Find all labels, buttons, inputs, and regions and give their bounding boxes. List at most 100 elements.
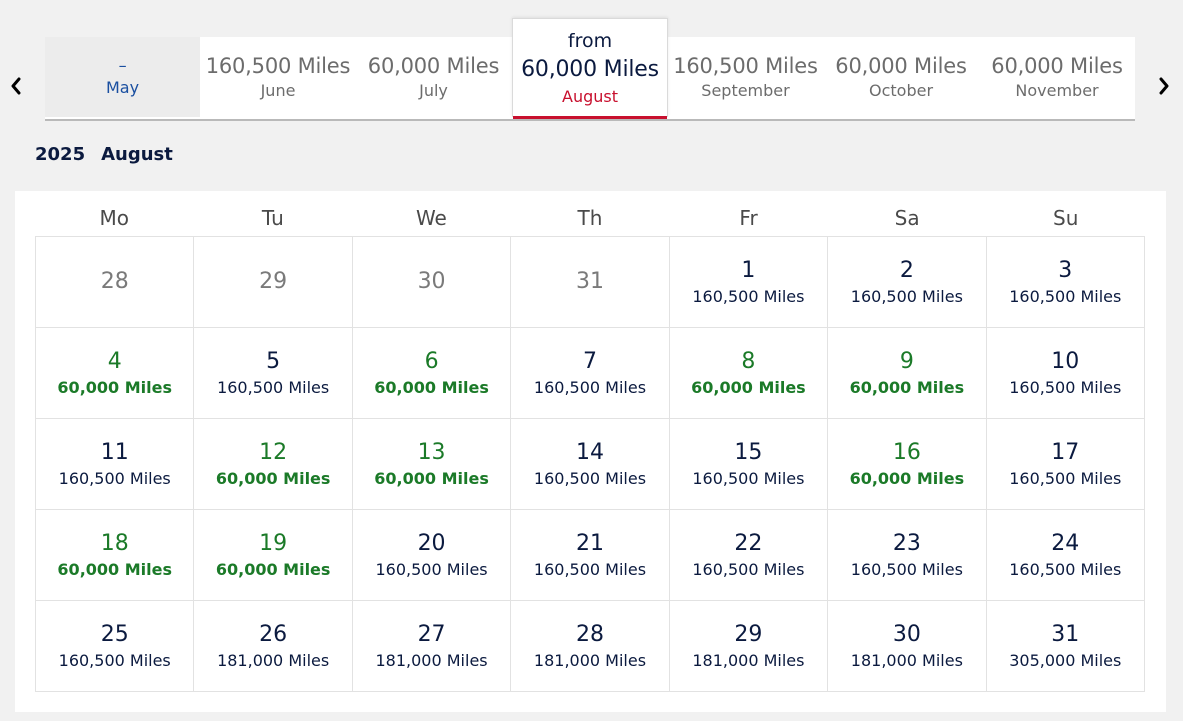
calendar-day[interactable]: 27 181,000 Miles xyxy=(352,601,512,692)
day-number: 7 xyxy=(582,349,597,374)
month-selector: – May 160,500 Miles June 60,000 Miles Ju… xyxy=(45,18,1135,119)
calendar-day[interactable]: 1 160,500 Miles xyxy=(669,237,829,328)
calendar-day[interactable]: 2 160,500 Miles xyxy=(828,237,987,328)
day-price: 60,000 Miles xyxy=(57,560,172,579)
day-number: 8 xyxy=(741,349,756,374)
calendar-day[interactable]: 20 160,500 Miles xyxy=(352,510,512,601)
day-number: 27 xyxy=(417,622,446,647)
day-number: 28 xyxy=(575,622,604,647)
day-price: 60,000 Miles xyxy=(374,469,489,488)
month-tab-name: October xyxy=(868,81,934,100)
calendar-day[interactable]: 25 160,500 Miles xyxy=(36,601,195,692)
calendar-day[interactable]: 24 160,500 Miles xyxy=(986,510,1145,601)
day-price: 160,500 Miles xyxy=(533,378,647,397)
weekday-label: Th xyxy=(577,206,603,230)
month-tab-miles: 60,000 Miles xyxy=(521,57,659,82)
month-tab-october[interactable]: 60,000 Miles October xyxy=(823,37,979,117)
day-price: 60,000 Miles xyxy=(215,469,331,488)
calendar-day-outside: 28 xyxy=(36,237,195,328)
previous-months-button[interactable] xyxy=(6,70,26,102)
weekday-label: Tu xyxy=(261,206,284,230)
calendar-day[interactable]: 19 60,000 Miles xyxy=(194,510,353,601)
day-number: 29 xyxy=(259,269,288,294)
day-number: 29 xyxy=(734,622,763,647)
month-tab-july[interactable]: 60,000 Miles July xyxy=(356,37,511,117)
day-number: 21 xyxy=(575,531,604,556)
day-number: 28 xyxy=(100,269,129,294)
calendar-day[interactable]: 21 160,500 Miles xyxy=(511,510,670,601)
month-tab-may[interactable]: – May xyxy=(45,37,200,117)
weekday-header: Mo Tu We Th Fr Sa Su xyxy=(35,203,1145,237)
chevron-right-icon xyxy=(1159,77,1169,95)
calendar-day[interactable]: 10 160,500 Miles xyxy=(986,328,1145,419)
day-number: 22 xyxy=(734,531,763,556)
calendar-day[interactable]: 3 160,500 Miles xyxy=(986,237,1145,328)
day-number: 24 xyxy=(1051,531,1080,556)
day-number: 17 xyxy=(1051,440,1080,465)
day-number: 26 xyxy=(259,622,288,647)
month-tab-name: November xyxy=(1015,81,1099,100)
month-tab-name: September xyxy=(701,81,790,100)
day-price: 160,500 Miles xyxy=(58,469,171,488)
day-number: 11 xyxy=(100,440,129,465)
calendar-day[interactable]: 29 181,000 Miles xyxy=(669,601,829,692)
day-price: 160,500 Miles xyxy=(850,560,963,579)
day-number: 3 xyxy=(1058,258,1073,283)
month-tab-november[interactable]: 60,000 Miles November xyxy=(979,37,1135,117)
day-number: 23 xyxy=(892,531,921,556)
day-price: 160,500 Miles xyxy=(692,560,805,579)
calendar-day[interactable]: 5 160,500 Miles xyxy=(194,328,353,419)
day-price: 160,500 Miles xyxy=(58,651,171,670)
day-number: 9 xyxy=(899,349,914,374)
calendar-day[interactable]: 17 160,500 Miles xyxy=(986,419,1145,510)
calendar-day[interactable]: 9 60,000 Miles xyxy=(828,328,987,419)
month-tab-name: May xyxy=(105,78,140,97)
day-number: 2 xyxy=(899,258,914,283)
calendar-day[interactable]: 23 160,500 Miles xyxy=(828,510,987,601)
day-price: 160,500 Miles xyxy=(692,287,805,306)
calendar-day[interactable]: 28 181,000 Miles xyxy=(511,601,670,692)
next-months-button[interactable] xyxy=(1154,70,1174,102)
day-price: 160,500 Miles xyxy=(692,469,805,488)
month-tab-august[interactable]: from 60,000 Miles August xyxy=(512,18,668,119)
calendar-day[interactable]: 16 60,000 Miles xyxy=(828,419,987,510)
calendar-day[interactable]: 6 60,000 Miles xyxy=(352,328,512,419)
day-price: 60,000 Miles xyxy=(57,378,172,397)
calendar-day[interactable]: 26 181,000 Miles xyxy=(194,601,353,692)
month-tab-miles: 60,000 Miles xyxy=(991,54,1123,78)
calendar-day[interactable]: 30 181,000 Miles xyxy=(828,601,987,692)
calendar-day[interactable]: 31 305,000 Miles xyxy=(986,601,1145,692)
month-tab-miles: 160,500 Miles xyxy=(205,54,351,78)
day-price: 60,000 Miles xyxy=(849,378,965,397)
calendar-day[interactable]: 15 160,500 Miles xyxy=(669,419,829,510)
day-number: 14 xyxy=(575,440,604,465)
day-number: 12 xyxy=(259,440,288,465)
day-price: 181,000 Miles xyxy=(217,651,330,670)
month-tab-miles: – xyxy=(118,56,127,75)
calendar-day[interactable]: 13 60,000 Miles xyxy=(352,419,512,510)
day-price: 181,000 Miles xyxy=(533,651,647,670)
calendar-day[interactable]: 12 60,000 Miles xyxy=(194,419,353,510)
day-price: 60,000 Miles xyxy=(849,469,965,488)
calendar-day[interactable]: 11 160,500 Miles xyxy=(36,419,195,510)
calendar-day[interactable]: 4 60,000 Miles xyxy=(36,328,195,419)
weekday-label: Mo xyxy=(99,206,130,230)
weekday-label: Su xyxy=(1053,206,1079,230)
calendar-day[interactable]: 22 160,500 Miles xyxy=(669,510,829,601)
calendar-day[interactable]: 8 60,000 Miles xyxy=(669,328,829,419)
calendar-day[interactable]: 7 160,500 Miles xyxy=(511,328,670,419)
calendar-day[interactable]: 14 160,500 Miles xyxy=(511,419,670,510)
month-tab-june[interactable]: 160,500 Miles June xyxy=(200,37,356,117)
month-tab-miles: 60,000 Miles xyxy=(367,54,500,78)
day-price: 181,000 Miles xyxy=(375,651,488,670)
day-number: 30 xyxy=(417,269,446,294)
calendar-panel: Mo Tu We Th Fr Sa Su 28 29 30 31 1 160,500 Mi… xyxy=(15,191,1166,712)
day-number: 20 xyxy=(417,531,446,556)
day-number: 18 xyxy=(100,531,129,556)
calendar-grid: 28 29 30 31 1 160,500 Miles 2 160,500 Miles 3 160… xyxy=(35,236,1145,692)
day-price: 305,000 Miles xyxy=(1009,651,1122,670)
day-number: 5 xyxy=(266,349,281,374)
month-tab-september[interactable]: 160,500 Miles September xyxy=(668,37,823,117)
calendar-day[interactable]: 18 60,000 Miles xyxy=(36,510,195,601)
day-price: 60,000 Miles xyxy=(374,378,489,397)
